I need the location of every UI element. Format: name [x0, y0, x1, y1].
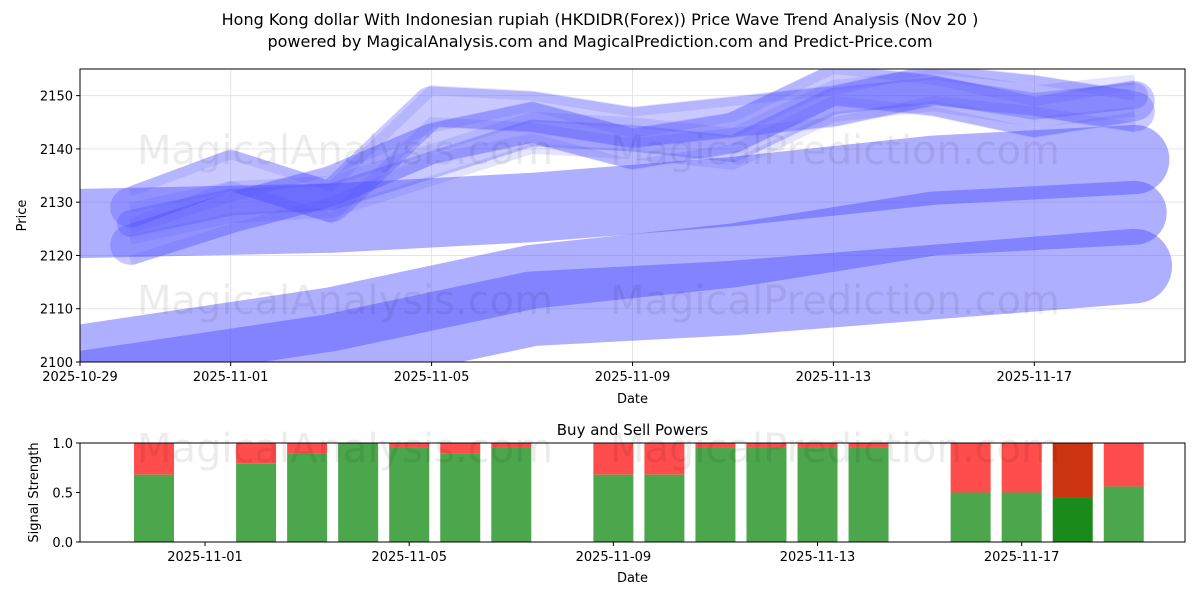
x-tick-label: 2025-11-09: [576, 550, 652, 565]
buy-bar: [695, 447, 736, 542]
y-tick-label: 2120: [40, 249, 73, 264]
sell-bar: [644, 443, 685, 475]
series-wave-2-shadow: [128, 95, 1136, 266]
x-axis-label: Date: [617, 571, 648, 586]
x-tick-label: 2025-11-01: [193, 370, 269, 385]
plot-frame: [79, 68, 1186, 363]
chart-subtitle: powered by MagicalAnalysis.com and Magic…: [267, 32, 933, 51]
buy-bar: [134, 474, 175, 542]
sell-bar: [1052, 443, 1093, 498]
bar-chart-title: Buy and Sell Powers: [557, 421, 709, 439]
x-tick-label: 2025-11-05: [371, 550, 447, 565]
x-tick-label: 2025-11-05: [394, 370, 470, 385]
buy-bar: [1052, 497, 1093, 542]
sell-bar: [491, 443, 532, 448]
x-tick-label: 2025-11-17: [984, 550, 1060, 565]
buy-bar: [338, 443, 379, 542]
sell-bar: [1001, 443, 1042, 493]
plot-frame: [79, 442, 1186, 543]
watermark: MagicalPrediction.com: [610, 128, 1060, 174]
series-wave-3-shadow: [128, 69, 1136, 197]
series-wave-1-shadow: [129, 69, 1136, 213]
sell-bar: [950, 443, 991, 493]
series-wave-3: [110, 69, 1155, 228]
sell-bar: [746, 443, 787, 448]
watermark: MagicalAnalysis.com: [137, 278, 553, 324]
series-wave-1: [116, 76, 1149, 237]
buy-bar: [389, 447, 430, 542]
x-tick-label: 2025-11-13: [796, 370, 872, 385]
x-axis-label: Date: [617, 392, 648, 407]
series-band-lower: [80, 228, 1173, 362]
y-axis-label: Price: [15, 200, 30, 232]
buy-bar: [1001, 492, 1042, 542]
chart-title: Hong Kong dollar With Indonesian rupiah …: [221, 10, 979, 29]
y-tick-label: 2130: [40, 196, 73, 211]
sell-bar: [287, 443, 328, 454]
watermark: MagicalPrediction.com: [610, 278, 1060, 324]
buy-bar: [287, 453, 328, 542]
x-tick-label: 2025-11-01: [167, 550, 243, 565]
y-tick-label: 1.0: [52, 437, 73, 452]
sell-bar: [695, 443, 736, 448]
watermark: MagicalAnalysis.com: [137, 128, 553, 174]
sell-bar: [797, 443, 838, 448]
buy-bar: [746, 447, 787, 542]
y-tick-label: 0.0: [52, 536, 73, 551]
buy-bar: [236, 463, 277, 542]
y-tick-label: 0.5: [52, 487, 73, 502]
buy-bar: [950, 492, 991, 542]
sell-bar: [440, 443, 481, 454]
y-tick-label: 2100: [40, 356, 73, 371]
series-band-middle: [80, 180, 1167, 362]
x-tick-label: 2025-10-29: [42, 370, 118, 385]
watermark: MagicalAnalysis.com: [137, 426, 553, 472]
x-tick-label: 2025-11-13: [780, 550, 856, 565]
sell-bar: [1103, 443, 1144, 487]
sell-bar: [389, 443, 430, 448]
sell-bar: [593, 443, 634, 475]
buy-bar: [644, 474, 685, 542]
buy-bar: [1103, 486, 1144, 542]
series-wave-2-shadow: [128, 69, 1136, 234]
sell-bar: [236, 443, 277, 464]
y-tick-label: 2110: [40, 303, 73, 318]
series-band-upper: [80, 124, 1170, 259]
y-axis-label: Signal Strength: [27, 442, 42, 542]
x-tick-label: 2025-11-09: [595, 370, 671, 385]
watermark: MagicalPrediction.com: [610, 426, 1060, 472]
buy-bar: [593, 474, 634, 542]
series-wave-1-shadow: [129, 101, 1136, 245]
x-tick-label: 2025-11-17: [997, 370, 1073, 385]
buy-bar: [848, 447, 889, 542]
series-wave-3-shadow: [128, 95, 1136, 229]
buy-bar: [440, 453, 481, 542]
y-tick-label: 2140: [40, 143, 73, 158]
buy-bar: [491, 447, 532, 542]
sell-bar: [134, 443, 175, 475]
y-tick-label: 2150: [40, 90, 73, 105]
series-wave-2: [110, 69, 1155, 265]
sell-bar: [848, 443, 889, 448]
buy-bar: [797, 447, 838, 542]
